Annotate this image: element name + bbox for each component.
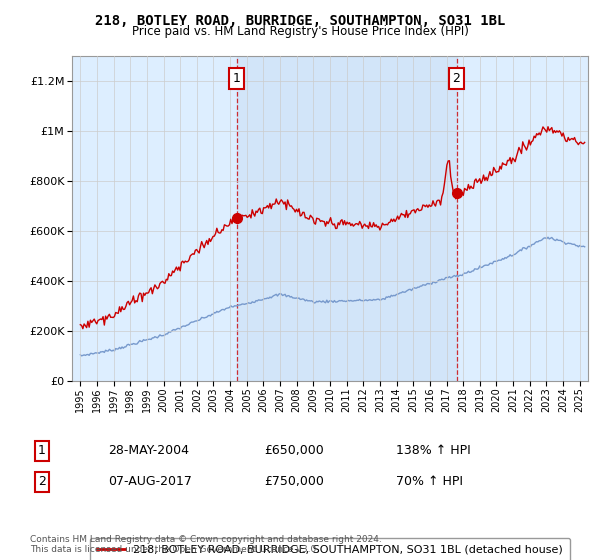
Legend: 218, BOTLEY ROAD, BURRIDGE, SOUTHAMPTON, SO31 1BL (detached house), HPI: Average: 218, BOTLEY ROAD, BURRIDGE, SOUTHAMPTON,…	[90, 538, 570, 560]
Text: Contains HM Land Registry data © Crown copyright and database right 2024.
This d: Contains HM Land Registry data © Crown c…	[30, 535, 382, 554]
Text: Price paid vs. HM Land Registry's House Price Index (HPI): Price paid vs. HM Land Registry's House …	[131, 25, 469, 38]
Text: 70% ↑ HPI: 70% ↑ HPI	[396, 475, 463, 488]
Text: 28-MAY-2004: 28-MAY-2004	[108, 444, 189, 458]
Text: 07-AUG-2017: 07-AUG-2017	[108, 475, 192, 488]
Text: £650,000: £650,000	[264, 444, 324, 458]
Bar	[237, 56, 457, 381]
Text: £750,000: £750,000	[264, 475, 324, 488]
Text: 218, BOTLEY ROAD, BURRIDGE, SOUTHAMPTON, SO31 1BL: 218, BOTLEY ROAD, BURRIDGE, SOUTHAMPTON,…	[95, 14, 505, 28]
Text: 2: 2	[38, 475, 46, 488]
Text: 1: 1	[233, 72, 241, 85]
Text: 138% ↑ HPI: 138% ↑ HPI	[396, 444, 471, 458]
Text: 2: 2	[452, 72, 460, 85]
Text: 1: 1	[38, 444, 46, 458]
